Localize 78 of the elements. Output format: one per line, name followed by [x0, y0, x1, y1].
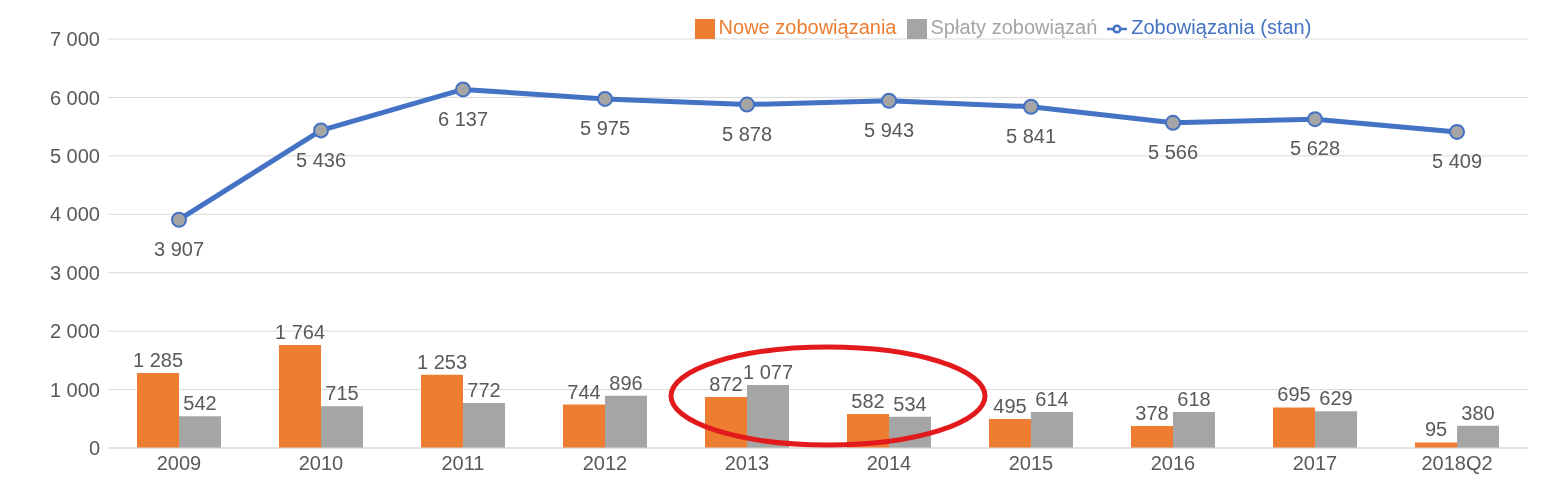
bar [1173, 411, 1215, 448]
point [455, 81, 471, 98]
data-label: 614 [1035, 388, 1069, 411]
legend-label: Nowe zobowiązania [718, 16, 897, 38]
data-label: 872 [709, 373, 743, 396]
bar [989, 419, 1031, 448]
data-label: 5 943 [863, 118, 915, 141]
data-label: 95 [1424, 418, 1448, 441]
point [171, 211, 187, 228]
data-label: 582 [851, 389, 885, 412]
point [597, 90, 613, 107]
point [739, 96, 755, 113]
data-label: 495 [993, 395, 1027, 418]
point [1449, 123, 1465, 140]
x-tick-label: 2013 [724, 452, 770, 475]
bar [605, 395, 647, 448]
bar [279, 344, 321, 448]
data-label: 5 841 [1005, 124, 1057, 147]
legend-label: Zobowiązania (stan) [1131, 16, 1312, 38]
data-label: 5 566 [1147, 140, 1199, 163]
data-label: 5 628 [1289, 137, 1341, 160]
y-tick-label: 6 000 [49, 86, 100, 109]
bar [1457, 425, 1499, 448]
x-tick-label: 2009 [156, 452, 202, 475]
bar [463, 402, 505, 448]
data-label: 618 [1177, 387, 1211, 410]
y-tick-label: 5 000 [49, 144, 100, 167]
data-label: 1 764 [274, 320, 326, 343]
data-label: 380 [1461, 401, 1495, 424]
data-label: 629 [1319, 387, 1353, 410]
bar [1031, 412, 1073, 448]
bar [1315, 411, 1357, 448]
data-label: 5 436 [295, 148, 347, 171]
data-label: 772 [467, 378, 501, 401]
bar [563, 404, 605, 448]
data-label: 378 [1135, 401, 1169, 424]
data-label: 542 [183, 392, 217, 415]
x-tick-label: 2012 [582, 452, 628, 475]
data-label: 5 878 [721, 122, 773, 145]
y-tick-label: 4 000 [49, 203, 100, 226]
data-label: 3 907 [153, 237, 205, 260]
y-tick-label: 3 000 [49, 261, 100, 284]
data-label: 744 [567, 380, 601, 403]
x-tick-label: 2011 [441, 452, 485, 475]
bar [1131, 425, 1173, 448]
y-tick-label: 2 000 [49, 320, 100, 343]
bar [421, 374, 463, 448]
data-label: 896 [609, 371, 643, 394]
x-tick-label: 2016 [1150, 452, 1196, 475]
point [1165, 114, 1181, 131]
data-label: 1 077 [742, 361, 794, 384]
bar [179, 416, 221, 448]
x-tick-label: 2015 [1008, 452, 1054, 475]
x-tick-label: 2017 [1292, 452, 1338, 475]
bar [1415, 442, 1457, 448]
bar [747, 385, 789, 448]
data-label: 715 [325, 382, 359, 405]
point [313, 122, 329, 139]
data-label: 1 253 [416, 350, 468, 373]
bar [1273, 407, 1315, 448]
legend-label: Spłaty zobowiązań [930, 16, 1098, 38]
data-label: 695 [1277, 383, 1311, 406]
data-label: 6 137 [437, 107, 489, 130]
y-tick-label: 0 [88, 437, 100, 460]
point [1023, 98, 1039, 115]
data-label: 5 409 [1431, 150, 1483, 173]
y-tick-label: 7 000 [49, 28, 100, 51]
data-label: 1 285 [132, 348, 184, 371]
data-label: 5 975 [579, 117, 631, 140]
bar [321, 406, 363, 448]
data-label: 534 [893, 392, 927, 415]
bar [137, 372, 179, 448]
y-tick-label: 1 000 [49, 378, 100, 401]
point [881, 92, 897, 109]
x-tick-label: 2014 [866, 452, 912, 475]
x-tick-label: 2018Q2 [1421, 452, 1493, 475]
point [1307, 111, 1323, 128]
x-tick-label: 2010 [298, 452, 344, 475]
